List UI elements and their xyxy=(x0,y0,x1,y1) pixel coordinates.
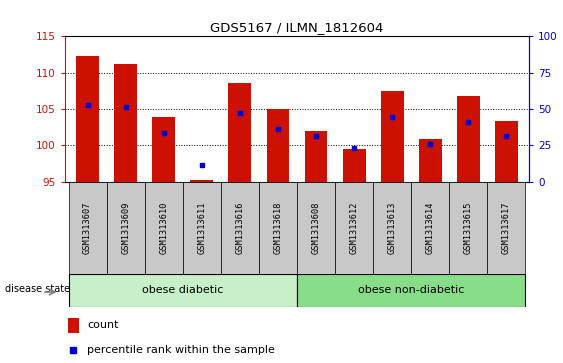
Text: GSM1313617: GSM1313617 xyxy=(502,201,511,254)
Bar xyxy=(153,117,175,182)
Bar xyxy=(449,182,488,274)
Bar xyxy=(305,131,328,182)
Bar xyxy=(457,96,480,182)
Bar xyxy=(419,139,441,182)
Bar xyxy=(69,274,297,307)
Bar xyxy=(190,180,213,182)
Bar xyxy=(297,274,525,307)
Text: GSM1313609: GSM1313609 xyxy=(121,201,130,254)
Text: GSM1313610: GSM1313610 xyxy=(159,201,168,254)
Text: disease state: disease state xyxy=(5,284,70,294)
Bar xyxy=(343,149,365,182)
Bar xyxy=(145,182,183,274)
Text: GSM1313607: GSM1313607 xyxy=(83,201,92,254)
Bar xyxy=(221,182,259,274)
Text: GSM1313613: GSM1313613 xyxy=(388,201,397,254)
Bar xyxy=(229,83,251,182)
Text: GSM1313616: GSM1313616 xyxy=(235,201,244,254)
Text: count: count xyxy=(87,321,119,330)
Bar xyxy=(335,182,373,274)
Bar xyxy=(106,182,145,274)
Bar xyxy=(495,121,518,182)
Text: GSM1313614: GSM1313614 xyxy=(426,201,435,254)
Text: obese non-diabetic: obese non-diabetic xyxy=(358,285,464,295)
Bar xyxy=(373,182,411,274)
Bar xyxy=(68,318,79,333)
Bar xyxy=(488,182,525,274)
Bar xyxy=(114,64,137,182)
Bar xyxy=(76,56,99,182)
Text: GSM1313608: GSM1313608 xyxy=(311,201,320,254)
Text: percentile rank within the sample: percentile rank within the sample xyxy=(87,345,275,355)
Bar xyxy=(297,182,335,274)
Bar xyxy=(381,91,404,182)
Text: GSM1313615: GSM1313615 xyxy=(464,201,473,254)
Text: GSM1313611: GSM1313611 xyxy=(197,201,206,254)
Bar xyxy=(259,182,297,274)
Bar xyxy=(183,182,221,274)
Bar xyxy=(69,182,106,274)
Bar xyxy=(411,182,449,274)
Text: obese diabetic: obese diabetic xyxy=(142,285,224,295)
Bar xyxy=(266,109,289,182)
Text: GSM1313612: GSM1313612 xyxy=(350,201,359,254)
Title: GDS5167 / ILMN_1812604: GDS5167 / ILMN_1812604 xyxy=(211,21,383,34)
Text: GSM1313618: GSM1313618 xyxy=(274,201,283,254)
